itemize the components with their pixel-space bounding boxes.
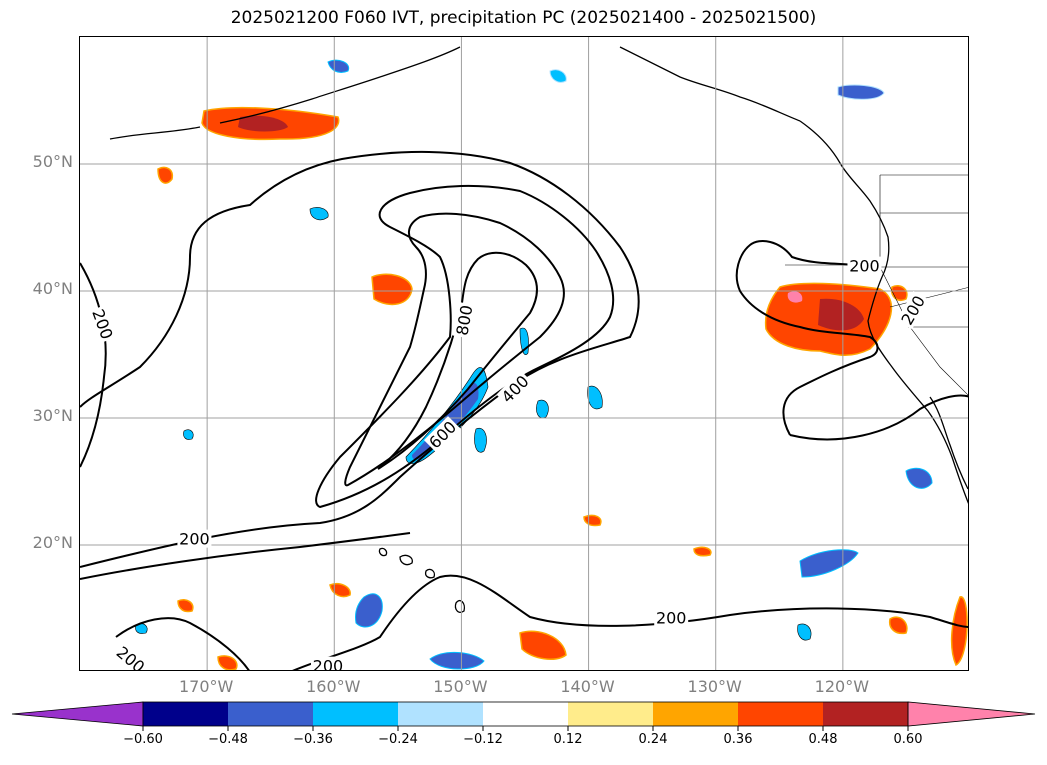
lat-tick-label: 30°N [32, 406, 73, 425]
colorbar-bin [483, 702, 568, 726]
precip-negative-region [837, 84, 885, 100]
contour-label-bg [847, 256, 882, 275]
ivt-contour-200 [80, 262, 107, 468]
precip-negative-region [587, 385, 603, 410]
precip-negative-region [309, 207, 329, 221]
precip-positive-region [693, 546, 712, 557]
precip-positive-region [371, 273, 413, 306]
precip-negative-region [799, 549, 859, 578]
precip-negative-region [797, 623, 812, 641]
ivt-contour-200 [292, 574, 968, 670]
precip-negative-region [135, 623, 148, 634]
ivt-contour-label: 400 [498, 372, 533, 407]
colorbar-tick-label: 0.24 [638, 732, 668, 747]
precip-positive-region [329, 583, 351, 598]
ivt-contour-200 [115, 617, 250, 670]
ivt-contour-label: 200 [113, 643, 149, 671]
colorbar-tick-label: −0.60 [123, 732, 163, 747]
ivt-contour-label: 200 [313, 657, 344, 671]
colorbar-bin [143, 702, 228, 726]
colorbar-tick-label: 0.12 [553, 732, 583, 747]
contour-label-bg [112, 641, 150, 670]
lon-tick-label: 150°W [433, 677, 488, 696]
precip-positive-region [950, 596, 968, 667]
ivt-contour-label: 200 [88, 307, 116, 342]
lon-tick-label: 170°W [178, 677, 234, 696]
precip-positive-region [890, 285, 908, 301]
colorbar-tick-label: −0.12 [463, 732, 503, 747]
contour-label-bg [654, 608, 689, 627]
colorbar-bin [313, 702, 398, 726]
contour-label-bg [896, 290, 930, 330]
colorbar-extend-low [11, 701, 144, 727]
lon-tick-label: 130°W [687, 677, 742, 696]
map-title: 2025021200 F060 IVT, precipitation PC (2… [230, 8, 817, 28]
colorbar-tick-label: −0.24 [378, 732, 418, 747]
precip-negative-region [536, 399, 549, 419]
colorbar-tick-label: −0.36 [293, 732, 333, 747]
ivt-contour-200 [789, 394, 968, 441]
lat-tick-label: 20°N [32, 533, 73, 552]
contour-label-bg [88, 304, 118, 344]
colorbar [11, 701, 1036, 731]
colorbar-bin [228, 702, 313, 726]
colorbar-extend-high [907, 701, 1036, 727]
lon-tick-label: 120°W [814, 677, 870, 696]
colorbar-bin [398, 702, 483, 726]
map-gridlines [80, 37, 968, 670]
ivt-contour-400 [315, 184, 615, 509]
colorbar-frame [142, 701, 909, 727]
colorbar-tick-label: 0.36 [723, 732, 753, 747]
ivt-contour-label: 800 [452, 304, 476, 337]
precip-positive-region [583, 514, 602, 527]
precip-negative-region [549, 69, 567, 83]
precip-negative-region [183, 429, 194, 440]
ivt-contour-800 [377, 251, 538, 470]
precip-negative-region [429, 652, 485, 670]
contour-label-bg [452, 301, 476, 339]
map-panel[interactable]: 200 200 200 200 200 200 200 400 600 800 [79, 36, 969, 671]
ivt-contour-600 [344, 212, 565, 487]
colorbar-tick-label: −0.48 [208, 732, 248, 747]
precip-positive-region [519, 630, 567, 661]
contour-label-bg [496, 370, 534, 408]
precip-positive-region [157, 166, 174, 184]
colorbar-bin [568, 702, 653, 726]
ivt-contour-label: 200 [849, 257, 880, 276]
contour-label-bg [177, 529, 212, 548]
precip-negative-region [327, 59, 350, 73]
lat-tick-label: 40°N [32, 279, 73, 298]
ivt-contour-label: 200 [179, 530, 210, 549]
colorbar-bin [823, 702, 908, 726]
coastlines [109, 46, 968, 613]
colorbar-tick-label: 0.60 [893, 732, 923, 747]
precip-positive-region [888, 616, 908, 635]
contour-label-bg [423, 416, 461, 453]
precipitation-anomaly-fill [135, 59, 968, 670]
precip-negative-region [474, 427, 487, 453]
colorbar-bin [738, 702, 823, 726]
ivt-contour-label: 200 [656, 608, 687, 627]
precip-negative-region [905, 467, 933, 489]
lat-tick-label: 50°N [32, 152, 73, 171]
colorbar-bin [653, 702, 738, 726]
ivt-contours [80, 150, 968, 670]
precip-negative-region [355, 593, 383, 628]
ivt-contour-200 [735, 240, 881, 436]
precip-positive-peak [787, 291, 803, 303]
ivt-contour-200 [80, 150, 640, 568]
lon-tick-label: 160°W [306, 677, 361, 696]
precip-positive-region [177, 599, 194, 613]
precip-positive-core [238, 115, 288, 132]
contour-label-bg [310, 656, 345, 670]
ivt-contour-200 [80, 532, 411, 580]
colorbar-tick-label: 0.48 [808, 732, 838, 747]
precip-positive-core [818, 298, 864, 331]
lon-tick-label: 140°W [560, 677, 615, 696]
precip-positive-region [217, 655, 238, 670]
